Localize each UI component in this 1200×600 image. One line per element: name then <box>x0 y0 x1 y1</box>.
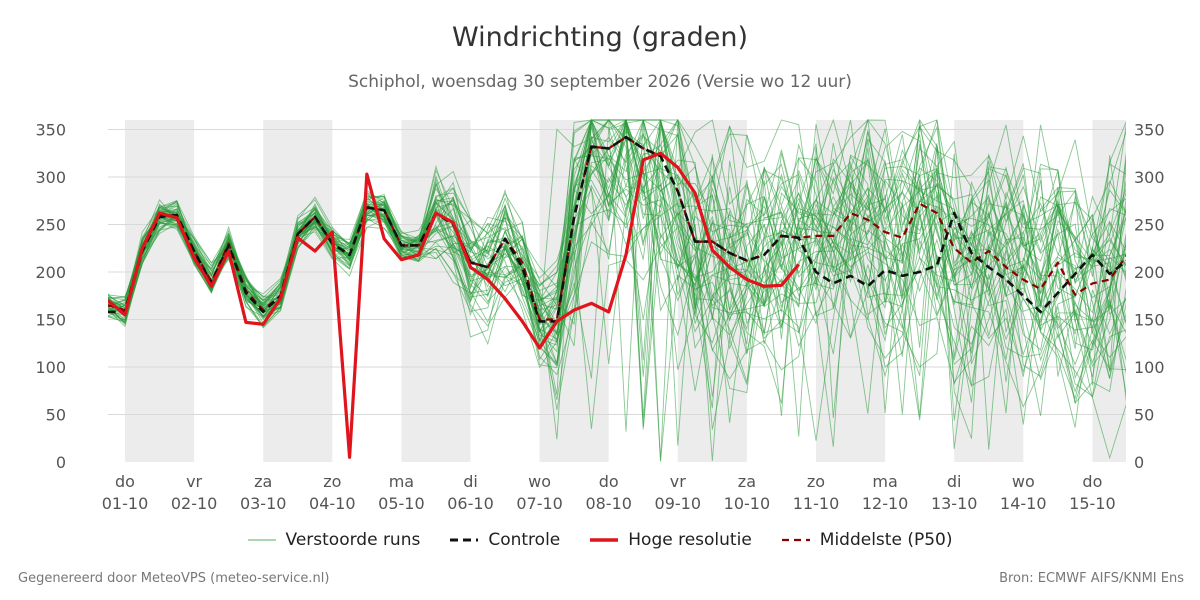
x-tick-date: 08-10 <box>585 494 632 513</box>
x-tick-day: za <box>254 472 272 491</box>
legend-label-high-res: Hoge resolutie <box>628 530 752 550</box>
series-line-control <box>108 135 1126 323</box>
shaded-day-band <box>125 120 195 462</box>
y-tick-label-right: 250 <box>1134 216 1165 235</box>
y-tick-label-right: 0 <box>1134 453 1144 472</box>
y-tick-label-left: 50 <box>46 406 66 425</box>
ensemble-member-line <box>108 123 1126 450</box>
footer-credit: Gegenereerd door MeteoVPS (meteo-service… <box>18 571 330 586</box>
y-tick-label-right: 50 <box>1134 406 1154 425</box>
x-tick-date: 09-10 <box>655 494 702 513</box>
x-tick-day: za <box>738 472 756 491</box>
y-tick-label-right: 200 <box>1134 263 1165 282</box>
ensemble-member-line <box>108 118 1126 437</box>
y-tick-label-left: 300 <box>35 168 66 187</box>
x-tick-day: vr <box>186 472 202 491</box>
chart-title: Windrichting (graden) <box>451 22 749 53</box>
y-tick-label-right: 150 <box>1134 311 1165 330</box>
x-tick-date: 10-10 <box>724 494 771 513</box>
legend-item-median: Middelste (P50) <box>781 530 953 550</box>
legend-item-control: Controle <box>450 530 560 550</box>
x-tick-date: 06-10 <box>447 494 494 513</box>
x-tick-date: 03-10 <box>240 494 287 513</box>
y-tick-label-left: 150 <box>35 311 66 330</box>
x-tick-day: wo <box>1012 472 1035 491</box>
x-tick-day: vr <box>670 472 686 491</box>
legend-item-high-res: Hoge resolutie <box>590 530 752 550</box>
x-tick-date: 12-10 <box>862 494 909 513</box>
x-tick-day: ma <box>389 472 414 491</box>
ensemble-member-line <box>108 119 1126 377</box>
x-tick-day: ma <box>872 472 897 491</box>
legend: Verstoorde runs Controle Hoge resolutie … <box>0 530 1200 550</box>
series-line-high-res <box>108 151 800 459</box>
x-tick-date: 01-10 <box>102 494 149 513</box>
y-tick-label-left: 100 <box>35 358 66 377</box>
legend-label-median: Middelste (P50) <box>819 530 953 550</box>
legend-swatch-high-res <box>590 538 619 542</box>
y-tick-label-left: 350 <box>35 121 66 140</box>
legend-label-members: Verstoorde runs <box>285 530 421 550</box>
x-tick-day: wo <box>528 472 551 491</box>
y-tick-label-right: 350 <box>1134 121 1165 140</box>
x-tick-day: do <box>1082 472 1102 491</box>
legend-swatch-members <box>247 539 276 541</box>
x-tick-day: zo <box>323 472 341 491</box>
y-tick-label-right: 100 <box>1134 358 1165 377</box>
ensemble-member-line <box>108 140 1126 414</box>
x-tick-date: 02-10 <box>171 494 218 513</box>
ensemble-member-line <box>108 118 1126 344</box>
x-tick-date: 04-10 <box>309 494 356 513</box>
x-tick-day: di <box>463 472 478 491</box>
ensemble-member-line <box>108 119 1126 449</box>
x-tick-date: 07-10 <box>516 494 563 513</box>
y-tick-label-left: 0 <box>56 453 66 472</box>
legend-item-members: Verstoorde runs <box>247 530 421 550</box>
x-tick-day: zo <box>807 472 825 491</box>
chart-subtitle: Schiphol, woensdag 30 september 2026 (Ve… <box>348 72 852 92</box>
x-tick-day: di <box>947 472 962 491</box>
x-tick-date: 14-10 <box>1000 494 1047 513</box>
legend-swatch-median <box>781 538 810 542</box>
series-line-median <box>108 136 1126 321</box>
x-tick-day: do <box>115 472 135 491</box>
x-tick-date: 15-10 <box>1069 494 1116 513</box>
x-tick-date: 13-10 <box>931 494 978 513</box>
y-tick-label-left: 200 <box>35 263 66 282</box>
x-tick-date: 05-10 <box>378 494 425 513</box>
footer-source: Bron: ECMWF AIFS/KNMI Ens <box>999 571 1184 586</box>
y-tick-label-left: 250 <box>35 216 66 235</box>
y-tick-label-right: 300 <box>1134 168 1165 187</box>
x-tick-date: 11-10 <box>793 494 840 513</box>
legend-swatch-control <box>450 538 479 542</box>
x-tick-day: do <box>599 472 619 491</box>
legend-label-control: Controle <box>488 530 561 550</box>
